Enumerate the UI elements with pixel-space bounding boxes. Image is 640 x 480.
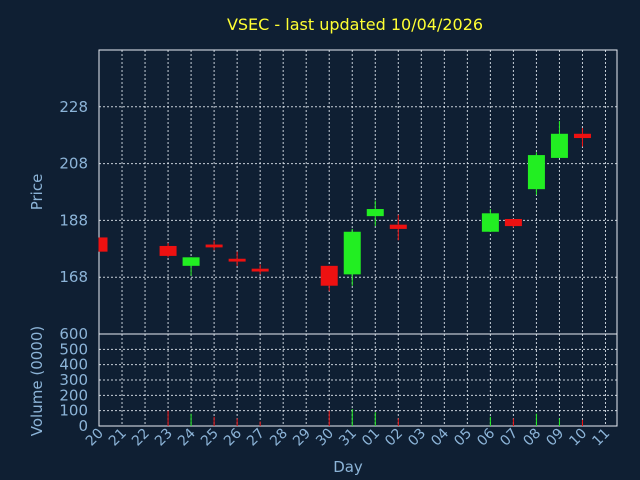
candles [98,121,591,292]
x-tick-label: 28 [267,426,291,450]
x-ticks: 20 21 22 23 24 25 26 27 28 29 30 31 01 02 03 04 05 06 07 08… [83,425,613,449]
x-tick-label: 07 [497,426,521,450]
x-tick-label: 29 [290,426,314,450]
x-tick-label: 03 [405,426,429,450]
candle-body [343,231,361,275]
candle-body [182,257,200,266]
x-tick-label: 31 [336,426,360,450]
candle-body [389,224,407,229]
price-tick-label: 168 [59,268,88,286]
candle-body [99,237,108,252]
x-tick-label: 06 [474,425,498,449]
x-axis-label: Day [333,458,363,476]
candle-body [159,245,177,256]
price-axis-label: Price [28,174,46,211]
volume-grid [98,334,617,426]
candle-body [251,268,269,272]
volume-tick-label: 500 [59,340,88,358]
x-tick-label: 21 [106,426,130,450]
volume-tick-label: 300 [59,371,88,389]
x-tick-label: 24 [175,425,199,449]
price-tick-label: 228 [59,98,88,116]
price-y-ticks: 168 188 208 228 [59,98,88,286]
price-grid [98,50,617,334]
volume-tick-label: 200 [59,386,88,404]
volume-tick-label: 0 [78,417,88,435]
candle-body [527,155,545,190]
x-tick-label: 25 [198,426,222,450]
candle-body [481,213,499,232]
x-tick-label: 22 [129,426,153,450]
candle-body [228,258,246,262]
x-tick-label: 26 [221,425,245,449]
candle-body [504,218,522,227]
volume-bars [167,409,583,426]
volume-tick-label: 100 [59,402,88,420]
x-tick-label: 09 [543,426,567,450]
volume-tick-label: 400 [59,356,88,374]
x-tick-label: 05 [451,426,475,450]
price-tick-label: 208 [59,155,88,173]
volume-tick-label: 600 [59,325,88,343]
x-tick-label: 10 [566,426,590,450]
x-tick-label: 11 [589,426,613,450]
candle-body [320,265,338,286]
x-tick-label: 02 [382,426,406,450]
x-tick-label: 04 [428,425,452,449]
volume-axis-label: Volume (0000) [28,326,46,436]
candle-body [366,209,384,217]
price-tick-label: 188 [59,211,88,229]
chart-title: VSEC - last updated 10/04/2026 [227,15,483,34]
x-tick-label: 08 [520,426,544,450]
x-tick-label: 23 [152,426,176,450]
candle-body [573,133,591,139]
candle-body [550,133,568,158]
volume-panel-frame [98,333,618,427]
x-tick-label: 30 [313,426,337,450]
x-tick-label: 01 [359,426,383,450]
price-panel-frame [98,49,618,335]
x-tick-label: 27 [244,426,268,450]
candle-body [205,244,223,248]
